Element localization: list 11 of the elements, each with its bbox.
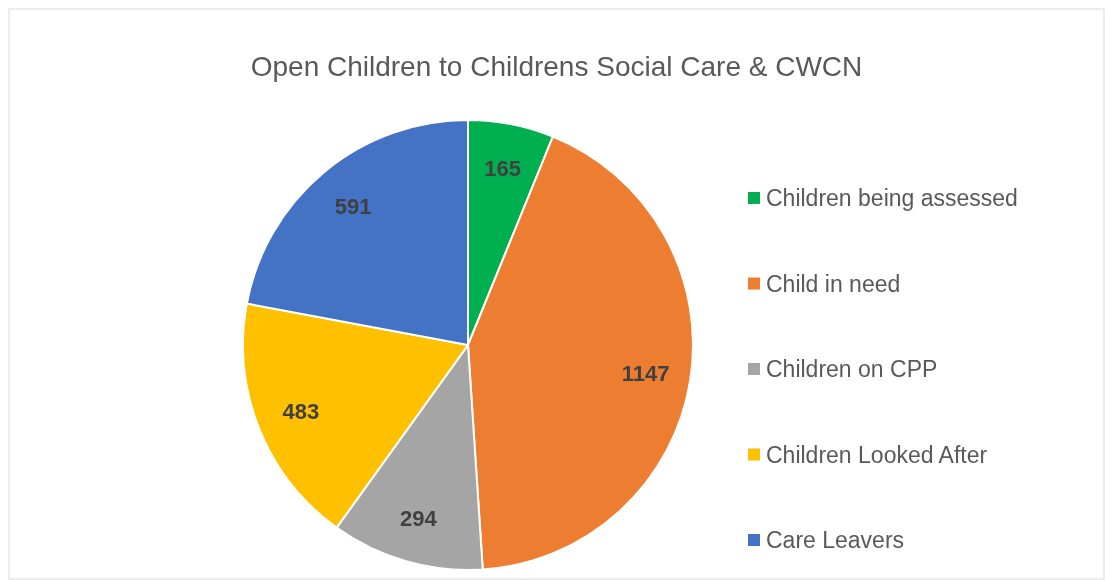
- data-label: 165: [484, 155, 521, 181]
- data-label: 294: [400, 505, 438, 531]
- legend-label: Children on CPP: [766, 356, 938, 382]
- chart-title: Open Children to Childrens Social Care & CWCN: [250, 51, 863, 82]
- legend-label: Children being assessed: [766, 185, 1018, 211]
- data-label: 483: [282, 399, 320, 425]
- legend-label: Care Leavers: [766, 527, 905, 553]
- data-label: 591: [334, 194, 372, 219]
- legend-label: Children Looked After: [766, 441, 988, 468]
- data-label: 1147: [621, 361, 670, 387]
- legend-label: Child in need: [766, 270, 901, 297]
